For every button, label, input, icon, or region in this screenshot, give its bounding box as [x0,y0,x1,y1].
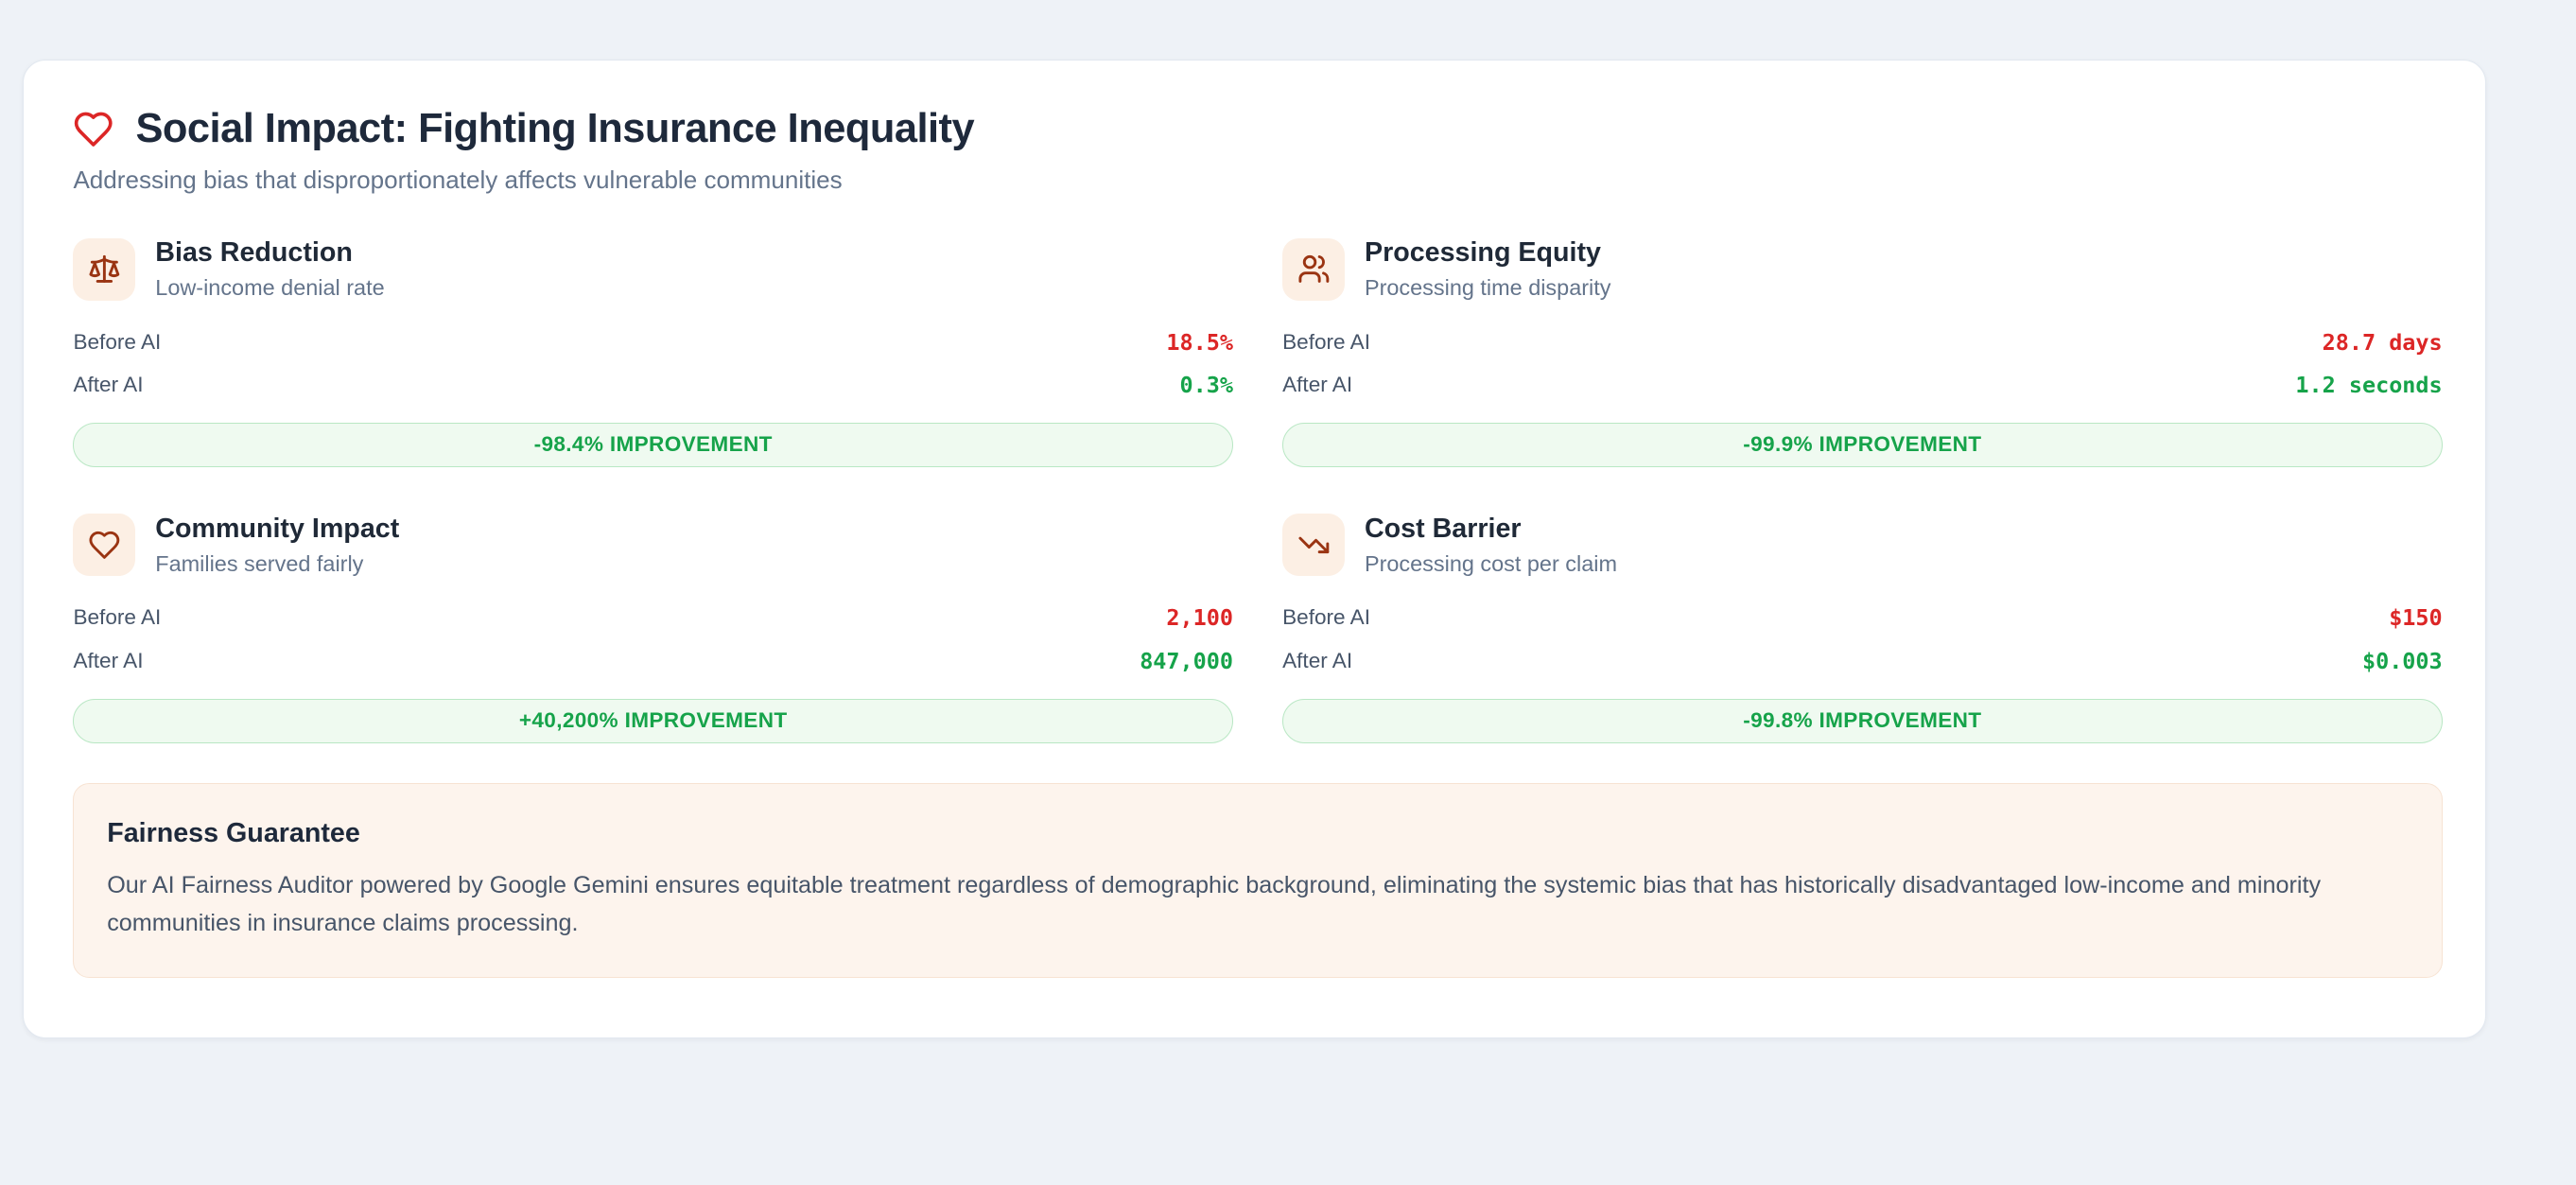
metric-card-cost-barrier: Cost Barrier Processing cost per claim B… [1282,514,2443,743]
before-label: Before AI [1282,329,1370,354]
metric-head: Processing Equity Processing time dispar… [1282,237,2443,301]
before-value: 28.7 days [2322,328,2443,356]
metric-card-processing-equity: Processing Equity Processing time dispar… [1282,237,2443,468]
fairness-title: Fairness Guarantee [107,818,360,849]
metric-title: Bias Reduction [155,237,353,269]
before-row: Before AI 28.7 days [1282,321,2443,363]
scale-icon [88,253,121,286]
metric-head-text: Community Impact Families served fairly [155,514,399,577]
metric-head: Cost Barrier Processing cost per claim [1282,514,2443,577]
metric-icon-tile [1282,514,1346,577]
metric-icon-tile [1282,237,1346,301]
metric-head-text: Processing Equity Processing time dispar… [1365,237,1611,301]
metric-head: Bias Reduction Low-income denial rate [73,237,1233,301]
after-row: After AI $0.003 [1282,639,2443,682]
after-label: After AI [73,373,144,397]
metric-title: Community Impact [155,513,400,544]
improvement-badge: -98.4% IMPROVEMENT [73,423,1233,468]
heart-icon [73,109,113,149]
metric-head-text: Bias Reduction Low-income denial rate [155,237,384,301]
card-header: Social Impact: Fighting Insurance Inequa… [73,106,2442,152]
before-value: $150 [2389,604,2443,632]
metric-icon-tile [73,514,136,577]
metric-title: Cost Barrier [1364,513,1522,544]
metric-subtitle: Processing time disparity [1364,275,1611,301]
heart-icon [88,529,121,562]
before-row: Before AI $150 [1282,597,2443,639]
after-label: After AI [1282,373,1353,397]
metric-icon-tile [73,237,136,301]
after-row: After AI 0.3% [73,363,1233,406]
after-value: $0.003 [2361,647,2443,674]
metric-card-bias-reduction: Bias Reduction Low-income denial rate Be… [73,237,1233,468]
after-value: 847,000 [1140,647,1233,674]
before-row: Before AI 2,100 [73,597,1233,639]
after-row: After AI 1.2 seconds [1282,363,2443,406]
improvement-badge: -99.9% IMPROVEMENT [1282,423,2443,468]
after-row: After AI 847,000 [73,639,1233,682]
after-value: 0.3% [1179,372,1233,399]
trending-down-icon [1297,529,1331,562]
after-label: After AI [73,648,144,672]
fairness-panel: Fairness Guarantee Our AI Fairness Audit… [73,782,2443,979]
improvement-badge: -99.8% IMPROVEMENT [1282,698,2443,743]
metric-title: Processing Equity [1364,237,1601,269]
before-value: 18.5% [1166,328,1233,356]
fairness-body: Our AI Fairness Auditor powered by Googl… [107,872,2322,936]
metric-card-community-impact: Community Impact Families served fairly … [73,514,1233,743]
before-row: Before AI 18.5% [73,321,1233,363]
social-impact-card: Social Impact: Fighting Insurance Inequa… [23,59,2486,1039]
before-label: Before AI [1282,605,1370,630]
metrics-grid: Bias Reduction Low-income denial rate Be… [73,237,2443,743]
metric-subtitle: Families served fairly [155,550,364,576]
before-label: Before AI [73,605,162,630]
after-value: 1.2 seconds [2295,372,2443,399]
after-label: After AI [1282,648,1353,672]
page-title: Social Impact: Fighting Insurance Inequa… [135,106,975,152]
before-value: 2,100 [1166,604,1233,632]
metric-head-text: Cost Barrier Processing cost per claim [1365,514,1617,577]
metric-subtitle: Processing cost per claim [1364,550,1617,576]
page-subtitle: Addressing bias that disproportionately … [73,166,843,195]
before-label: Before AI [73,329,162,354]
metric-subtitle: Low-income denial rate [155,275,385,301]
improvement-badge: +40,200% IMPROVEMENT [73,698,1233,743]
users-icon [1297,253,1331,286]
metric-head: Community Impact Families served fairly [73,514,1233,577]
